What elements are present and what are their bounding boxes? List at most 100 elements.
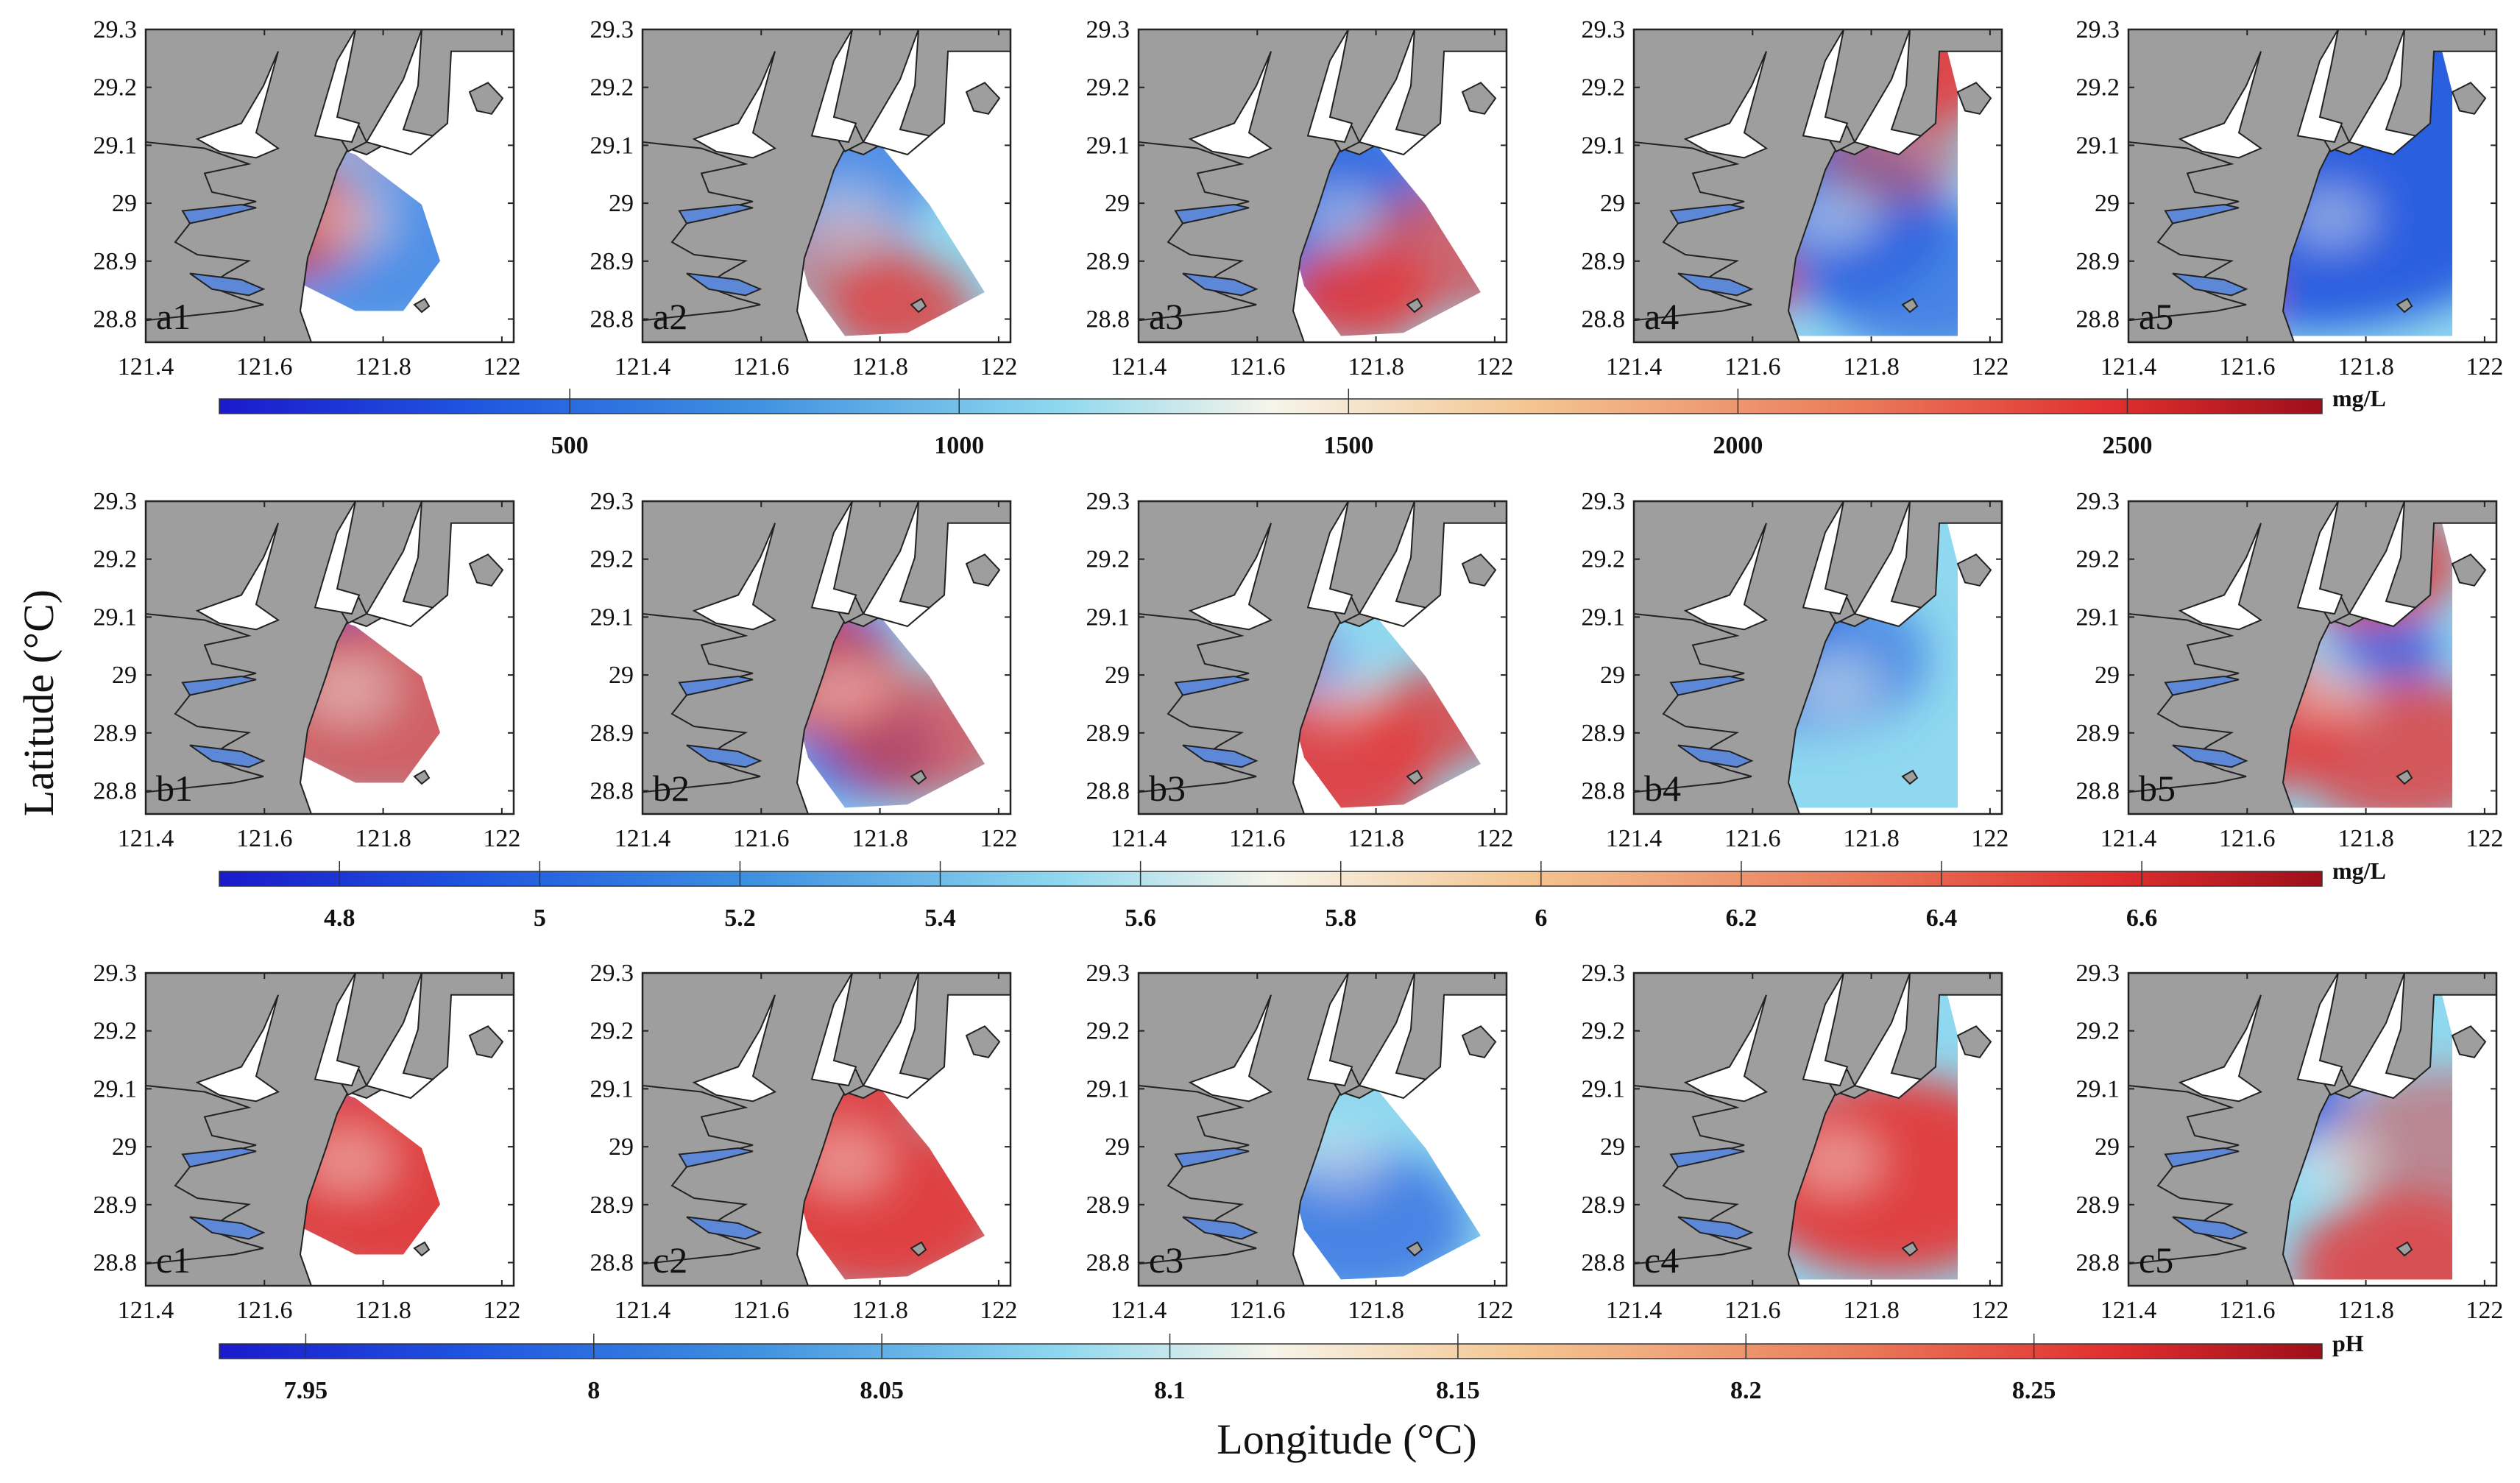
bay-water — [365, 973, 435, 1100]
bay-water — [2296, 973, 2343, 1087]
bay-water — [314, 973, 361, 1087]
land-mass — [965, 82, 1001, 115]
y-tick-label: 28.9 — [590, 720, 634, 747]
colorbar-tick-label: 6.6 — [2126, 905, 2158, 932]
y-tick-label: 29.1 — [2076, 604, 2120, 631]
bay-water — [1853, 973, 1923, 1100]
x-tick-label: 121.6 — [236, 825, 293, 852]
river-channel — [181, 675, 257, 696]
high-value-zone — [2294, 1194, 2452, 1280]
colorbar-tick-label: 8 — [587, 1377, 600, 1404]
river-channel — [189, 272, 266, 297]
y-tick-label: 29.3 — [590, 16, 634, 43]
colorbar-unit: mg/L — [2332, 385, 2386, 411]
bay-water — [1188, 523, 1273, 631]
y-tick-label: 29.2 — [1086, 74, 1130, 102]
bay-water — [1802, 973, 1849, 1087]
y-tick-label: 29 — [112, 1133, 137, 1161]
panel-c1: c1 29.3 29.2 29.1 29 28.9 28.8 121.4 121.6 121.8 1… — [93, 960, 521, 1324]
x-tick-label: 122 — [980, 825, 1017, 852]
x-tick-label: 121.4 — [1606, 825, 1663, 852]
y-tick-label: 29.3 — [590, 488, 634, 515]
x-tick-label: 121.8 — [1348, 825, 1404, 852]
colorbar-tick-label: 8.25 — [2012, 1377, 2056, 1404]
y-tick-label: 29.2 — [93, 74, 138, 102]
bay-water — [365, 501, 435, 628]
x-tick-label: 121.6 — [733, 825, 790, 852]
river-channel — [1182, 744, 1259, 768]
x-tick-label: 122 — [2466, 825, 2503, 852]
x-tick-label: 121.8 — [1843, 353, 1900, 381]
panel-label: a3 — [1149, 296, 1183, 337]
river-channel — [1677, 1216, 1754, 1240]
bay-water — [1853, 29, 1923, 156]
panel-b2: b2 29.3 29.2 29.1 29 28.9 28.8 121.4 121.6 121.8 1… — [590, 488, 1018, 852]
colorbar-tick-label: 7.95 — [284, 1377, 328, 1404]
x-tick-label: 121.8 — [355, 825, 411, 852]
y-tick-label: 28.9 — [1086, 1192, 1130, 1219]
y-tick-label: 28.8 — [1582, 778, 1626, 805]
x-tick-label: 121.8 — [355, 1297, 411, 1324]
y-tick-label: 29 — [112, 190, 137, 217]
land-mass — [1461, 82, 1497, 115]
y-tick-label: 29 — [609, 1133, 634, 1161]
river-channel — [1182, 1216, 1259, 1240]
x-tick-label: 121.4 — [118, 825, 174, 852]
river-channel — [1677, 744, 1754, 768]
bay-water — [2296, 29, 2343, 144]
y-tick-label: 28.8 — [93, 306, 138, 333]
island — [2396, 297, 2413, 314]
x-tick-label: 121.6 — [1229, 1297, 1286, 1324]
y-tick-label: 28.9 — [2076, 720, 2120, 747]
y-tick-label: 29.2 — [2076, 74, 2120, 102]
bay-water — [1358, 501, 1428, 628]
y-tick-label: 28.9 — [2076, 248, 2120, 275]
panel-a1: a1 29.3 29.2 29.1 29 28.9 28.8 121.4 121.6 121.8 1… — [93, 16, 521, 381]
island — [1406, 1241, 1423, 1257]
bay-water — [2296, 501, 2343, 615]
y-axis-title: Latitude (°C) — [15, 590, 63, 816]
y-tick-label: 29.3 — [1086, 960, 1130, 987]
panel-frame — [144, 28, 515, 344]
y-tick-label: 29.2 — [1582, 1018, 1626, 1045]
bay-water — [2348, 29, 2418, 156]
river-channel — [2172, 1216, 2248, 1240]
bay-water — [1683, 994, 1769, 1102]
land-mass — [1461, 1025, 1497, 1058]
river-channel — [1669, 203, 1745, 224]
colorbar-tick-label: 8.2 — [1730, 1377, 1762, 1404]
panel-label: c5 — [2139, 1239, 2173, 1281]
colorbar-unit: pH — [2332, 1330, 2364, 1356]
island — [910, 769, 927, 785]
bay-water — [314, 501, 361, 615]
colorbar-tick-label: 4.8 — [324, 905, 355, 932]
y-tick-label: 29.3 — [1086, 488, 1130, 515]
colorbar-tick-label: 2500 — [2102, 432, 2152, 459]
river-channel — [1174, 1147, 1250, 1168]
panel-c2: c2 29.3 29.2 29.1 29 28.9 28.8 121.4 121.6 121.8 1… — [590, 960, 1018, 1324]
bay-water — [314, 29, 361, 144]
y-tick-label: 28.8 — [1582, 306, 1626, 333]
land-mass — [1461, 553, 1497, 587]
island — [413, 1241, 431, 1257]
y-tick-label: 29.1 — [2076, 1075, 2120, 1102]
x-tick-label: 121.6 — [236, 1297, 293, 1324]
panel-label: c2 — [653, 1239, 687, 1281]
x-tick-label: 121.8 — [1843, 1297, 1900, 1324]
x-tick-label: 121.8 — [852, 353, 908, 381]
bay-water — [2178, 523, 2263, 631]
river-channel — [678, 1147, 754, 1168]
x-tick-label: 121.8 — [355, 353, 411, 381]
y-tick-label: 28.8 — [1582, 1250, 1626, 1277]
y-tick-label: 29.2 — [590, 546, 634, 573]
panel-b3: b3 29.3 29.2 29.1 29 28.9 28.8 121.4 121.6 121.8 1… — [1086, 488, 1514, 852]
y-tick-label: 29.1 — [1086, 1075, 1130, 1102]
y-tick-label: 29.3 — [93, 960, 138, 987]
y-tick-label: 29.2 — [93, 546, 138, 573]
x-tick-label: 121.8 — [1348, 353, 1404, 381]
panel-frame — [2127, 971, 2498, 1287]
bay-water — [862, 29, 932, 156]
bay-water — [195, 51, 280, 159]
y-tick-label: 29 — [1105, 1133, 1130, 1161]
y-tick-label: 28.9 — [1582, 1192, 1626, 1219]
